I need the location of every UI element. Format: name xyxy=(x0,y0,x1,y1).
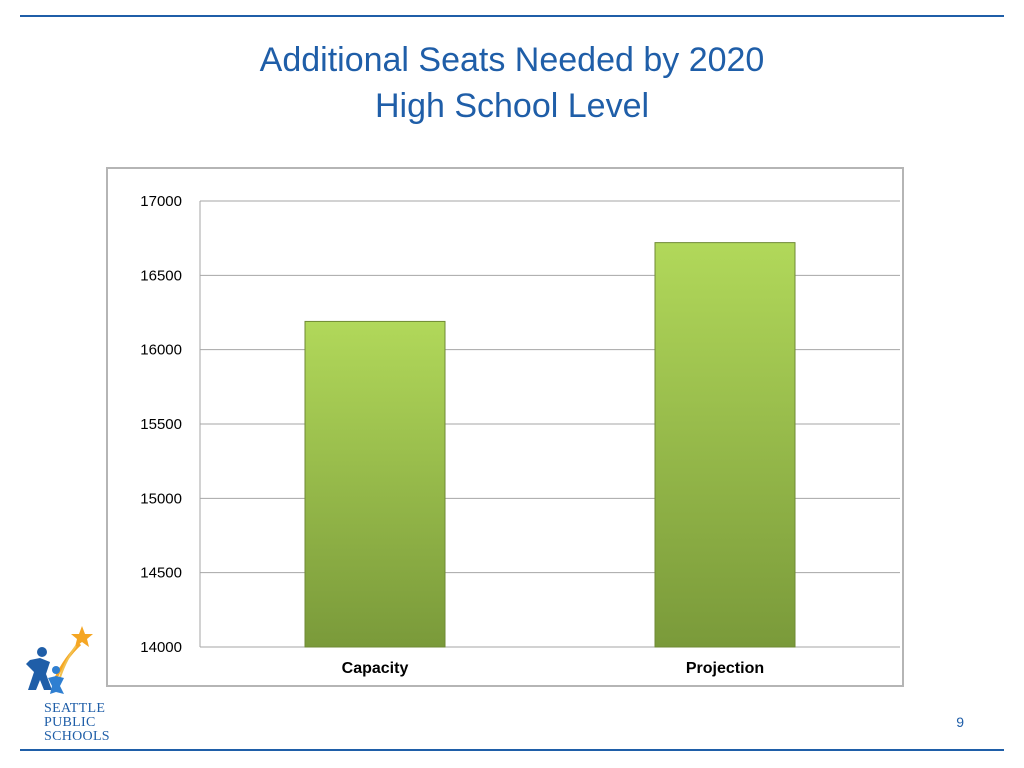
top-rule xyxy=(20,15,1004,17)
x-category-label: Projection xyxy=(686,660,764,677)
seattle-public-schools-logo: SEATTLE PUBLIC SCHOOLS xyxy=(20,618,110,746)
bottom-rule xyxy=(20,749,1004,751)
bar-capacity xyxy=(304,320,446,648)
y-tick-label: 15500 xyxy=(140,416,182,433)
y-tick-label: 14500 xyxy=(140,565,182,582)
y-tick-label: 17000 xyxy=(140,193,182,210)
chart-frame: 14000 14500 15000 15500 16000 16500 17000 Capac… xyxy=(106,167,904,687)
bar-projection xyxy=(654,242,796,648)
y-tick-label: 14000 xyxy=(140,639,182,656)
y-tick-label: 16000 xyxy=(140,342,182,359)
logo-text-line-1: SEATTLE xyxy=(44,701,106,716)
y-tick-label: 15000 xyxy=(140,490,182,507)
star-children-icon xyxy=(26,626,93,694)
x-category-label: Capacity xyxy=(342,660,409,677)
bar-chart: 14000 14500 15000 15500 16000 16500 17000 Capac… xyxy=(140,193,900,677)
y-tick-label: 16500 xyxy=(140,267,182,284)
logo-text-line-3: SCHOOLS xyxy=(44,729,110,744)
slide-title-line-1: Additional Seats Needed by 2020 xyxy=(259,41,765,79)
logo-text-line-2: PUBLIC xyxy=(44,715,96,730)
page-number: 9 xyxy=(956,714,964,730)
slide-title-line-2: High School Level xyxy=(374,87,650,125)
